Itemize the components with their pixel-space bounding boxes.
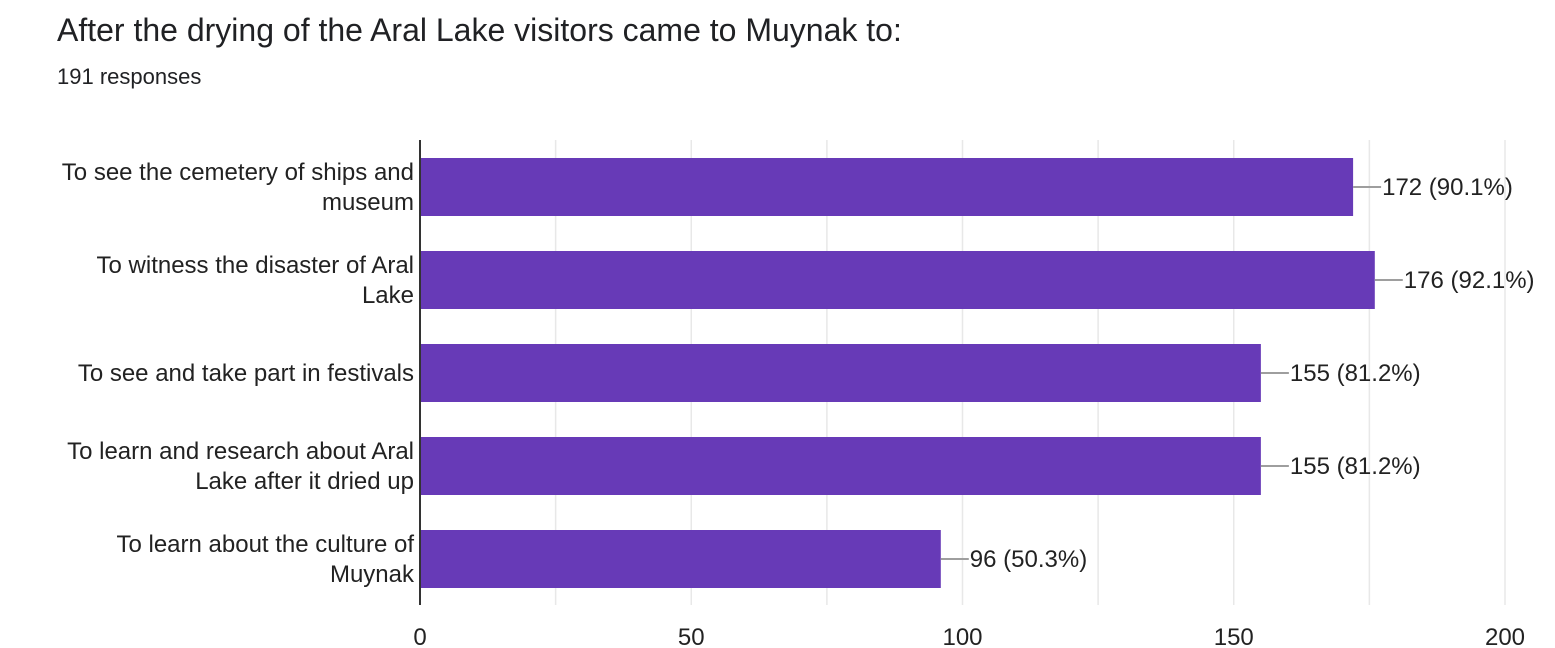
labels: 0 50 100 150 200 172 (90.1%) To see the cemete…: [62, 159, 1535, 648]
category-label: To learn about the culture of: [116, 531, 414, 558]
x-tick-label: 0: [413, 624, 426, 648]
bar: [420, 530, 941, 588]
category-label: To learn and research about Aral: [67, 438, 414, 465]
x-tick-label: 200: [1485, 624, 1525, 648]
bar: [420, 251, 1375, 309]
data-label: 176 (92.1%): [1404, 267, 1535, 294]
x-tick-label: 50: [678, 624, 705, 648]
response-count: 191 responses: [57, 64, 202, 89]
x-tick-label: 100: [942, 624, 982, 648]
bar: [420, 158, 1354, 216]
bar: [420, 437, 1261, 495]
data-label: 172 (90.1%): [1382, 174, 1513, 201]
chart-title: After the drying of the Aral Lake visito…: [57, 12, 902, 48]
data-label: 155 (81.2%): [1290, 453, 1421, 480]
bar: [420, 344, 1261, 402]
data-label: 96 (50.3%): [970, 546, 1087, 573]
category-label: museum: [322, 189, 414, 216]
category-label: To see and take part in festivals: [78, 360, 414, 387]
category-label: Lake after it dried up: [195, 468, 414, 495]
category-label: Muynak: [330, 561, 415, 588]
x-tick-label: 150: [1214, 624, 1254, 648]
category-label: Lake: [362, 282, 414, 309]
category-label: To see the cemetery of ships and: [62, 159, 414, 186]
bars: [420, 158, 1375, 588]
category-label: To witness the disaster of Aral: [97, 252, 414, 279]
data-label: 155 (81.2%): [1290, 360, 1421, 387]
